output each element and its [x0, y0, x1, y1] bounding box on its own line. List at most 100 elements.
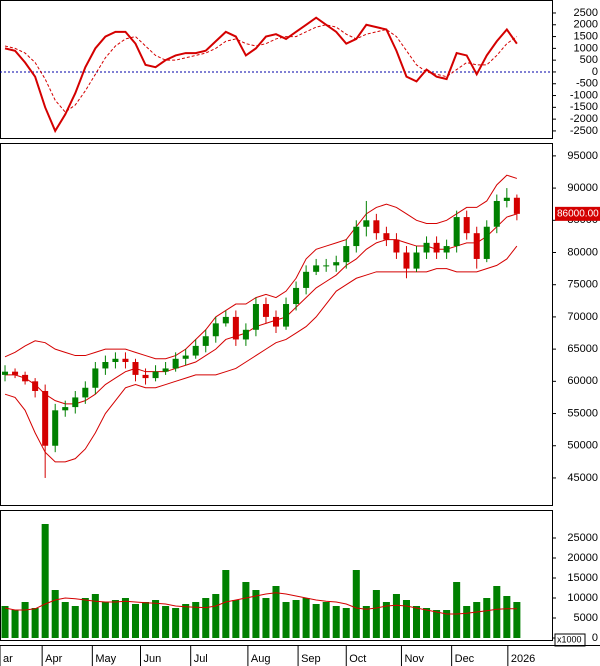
candle-body	[453, 217, 460, 247]
y-tick-label: 65000	[567, 343, 598, 355]
candle-body	[22, 374, 29, 382]
candle-body	[373, 220, 380, 234]
candle-body	[212, 323, 219, 337]
candle-body	[232, 316, 239, 340]
y-tick-label: -500	[576, 78, 598, 90]
candle-body	[413, 252, 420, 269]
candle-body	[333, 262, 340, 266]
candle-body	[42, 390, 49, 446]
volume-bar	[423, 608, 431, 638]
candle-body	[293, 287, 300, 305]
volume-bar	[21, 602, 29, 638]
candle-body	[383, 233, 390, 240]
panel-frame	[0, 0, 553, 139]
volume-bar	[332, 606, 340, 638]
candle-body	[192, 345, 199, 356]
volume-bar	[51, 590, 59, 638]
candle-body	[313, 265, 320, 272]
y-tick-label: 0	[592, 632, 598, 644]
volume-bar	[61, 602, 69, 638]
y-tick-label: 20000	[567, 552, 598, 564]
volume-bar	[31, 608, 39, 638]
volume-bar	[232, 600, 240, 638]
x-tick-label: ar	[3, 653, 13, 665]
candle-body	[513, 197, 520, 214]
volume-bar	[302, 598, 310, 638]
candle-body	[52, 410, 59, 446]
volume-bar	[262, 598, 270, 638]
line	[5, 213, 518, 405]
volume-bar	[192, 602, 200, 638]
candle-body	[112, 358, 119, 363]
volume-bar	[362, 606, 370, 638]
y-tick-label: 1500	[574, 30, 598, 42]
candle-body	[363, 220, 370, 227]
volume-bar	[382, 602, 390, 638]
y-tick-label: 80000	[567, 246, 598, 258]
volume-bar	[312, 604, 320, 638]
volume-bar	[463, 606, 471, 638]
candle-body	[272, 316, 280, 327]
candle-body	[343, 246, 350, 263]
volume-bar	[142, 602, 150, 638]
candle-body	[82, 387, 89, 398]
volume-bar	[322, 602, 330, 638]
volume-bar	[473, 602, 481, 638]
y-tick-label: 15000	[567, 572, 598, 584]
candle-body	[72, 397, 79, 408]
y-tick-label: 95000	[567, 150, 598, 162]
y-tick-label: 1000	[574, 42, 598, 54]
line	[4, 174, 518, 360]
candle-body	[32, 381, 39, 391]
volume-bar	[453, 582, 461, 638]
volume-bar	[503, 596, 511, 638]
x-tick-label: Aug	[251, 653, 271, 665]
volume-bar	[212, 594, 220, 638]
x-tick-label: Dec	[455, 653, 475, 665]
volume-bar	[152, 600, 160, 638]
candle-body	[142, 374, 149, 379]
volume-bar	[292, 600, 300, 638]
volume-bar	[1, 606, 9, 638]
volume-bar	[352, 570, 360, 638]
candle-body	[122, 358, 129, 363]
candle-body	[182, 355, 189, 359]
volume-bar	[433, 610, 441, 638]
candle-body	[493, 200, 500, 227]
volume-bar	[282, 602, 290, 638]
y-tick-label: 75000	[567, 279, 598, 291]
x-tick-label: Sep	[301, 653, 321, 665]
y-tick-label: 60000	[567, 375, 598, 387]
volume-bar	[71, 606, 79, 638]
candle-body	[162, 368, 169, 372]
line	[4, 16, 518, 134]
volume-bar	[443, 610, 451, 638]
y-tick-label: 50000	[567, 440, 598, 452]
candle-body	[92, 368, 99, 388]
x-tick-label: Oct	[349, 653, 366, 665]
candle-body	[323, 265, 330, 267]
candle-body	[152, 371, 159, 379]
candle-body	[433, 242, 440, 253]
y-tick-label: -1000	[570, 89, 598, 101]
candle-body	[463, 217, 470, 234]
candle-body	[303, 271, 310, 288]
volume-bar	[11, 610, 19, 638]
candle-body	[483, 226, 490, 259]
volume-bar	[412, 606, 421, 638]
y-tick-label: 55000	[567, 407, 598, 419]
y-tick-label: 45000	[567, 472, 598, 484]
panel-frame	[0, 143, 553, 506]
y-tick-label: 70000	[567, 311, 598, 323]
y-tick-label: -2500	[570, 125, 598, 137]
x-tick-label: Apr	[45, 653, 62, 665]
candle-body	[2, 371, 9, 375]
volume-bar	[242, 582, 250, 638]
candle-body	[12, 371, 19, 375]
volume-bar	[162, 606, 170, 638]
volume-bar	[402, 600, 410, 638]
candle-body	[423, 242, 430, 253]
last-price-label: 86000.00	[557, 208, 599, 219]
y-tick-label: -2000	[570, 113, 598, 125]
volume-bar	[182, 604, 190, 638]
